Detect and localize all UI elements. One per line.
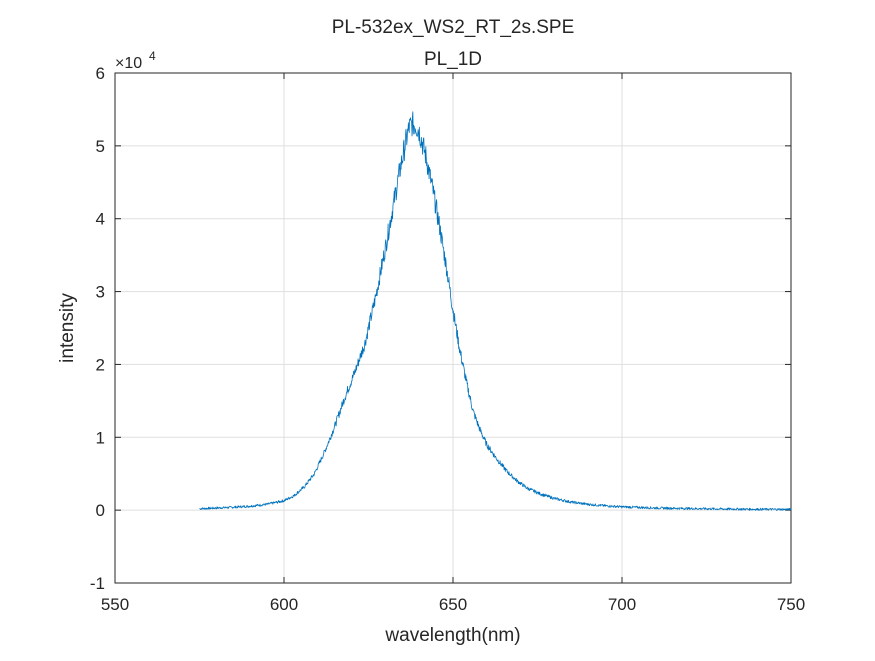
y-tick-label: 2 [96,355,105,374]
y-axis-label: intensity [57,293,78,363]
y-tick-label: 0 [96,501,105,520]
y-tick-label: 6 [96,64,105,83]
grid [115,73,791,583]
y-tick-label: -1 [90,574,105,593]
series-layer [199,111,792,511]
x-tick-label: 650 [439,595,467,614]
x-tick-label: 550 [101,595,129,614]
chart-subtitle: PL_1D [424,49,482,70]
y-exponent-base: ×10 [115,55,142,72]
y-tick-label: 3 [96,283,105,302]
x-tick-label: 700 [608,595,636,614]
y-tick-label: 1 [96,428,105,447]
y-tick-label: 4 [96,210,105,229]
y-tick-label: 5 [96,137,105,156]
x-tick-label: 750 [777,595,805,614]
y-exponent-label: ×10 4 [115,49,156,72]
axis-ticks: 550 600 650 700 750 -1 0 1 2 3 4 5 6 [90,64,805,614]
chart-title: PL-532ex_WS2_RT_2s.SPE [332,17,575,38]
y-exponent-power: 4 [149,49,156,63]
x-tick-label: 600 [270,595,298,614]
x-axis-label: wavelength(nm) [384,625,520,646]
series-line [199,111,792,511]
